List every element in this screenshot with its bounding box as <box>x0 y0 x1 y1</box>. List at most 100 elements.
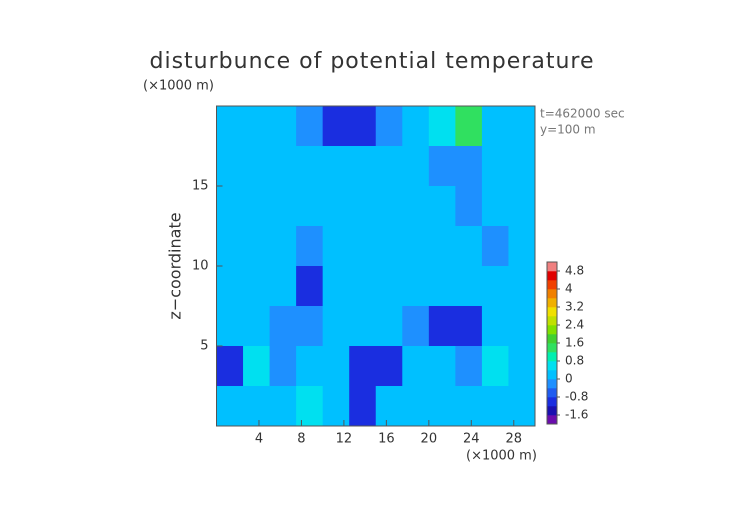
colorbar-segment <box>547 415 557 425</box>
y-label: z−coordinate <box>166 212 185 319</box>
annotation: t=462000 sec <box>540 107 625 121</box>
heat-cell <box>508 186 536 227</box>
heat-cell <box>375 106 403 147</box>
heat-cell <box>375 186 403 227</box>
heat-cell <box>402 306 430 347</box>
heat-cell <box>508 226 536 267</box>
heat-cell <box>428 386 456 427</box>
heat-cell <box>269 306 297 347</box>
heat-cell <box>455 226 483 267</box>
colorbar-segment <box>547 307 557 317</box>
heat-cell <box>375 146 403 187</box>
colorbar-label: 3.2 <box>565 300 584 314</box>
heat-cell <box>455 106 483 147</box>
x-tick-label: 12 <box>336 432 353 447</box>
annotation: y=100 m <box>540 123 596 137</box>
y-tick-label: 5 <box>200 339 208 354</box>
heat-cell <box>349 346 377 387</box>
colorbar-segment <box>547 361 557 371</box>
colorbar-segment <box>547 298 557 308</box>
heat-cell <box>243 146 271 187</box>
heat-cell <box>269 386 297 427</box>
heat-cell <box>322 306 350 347</box>
heat-cell <box>481 146 509 187</box>
heat-cell <box>455 186 483 227</box>
heat-cell <box>375 306 403 347</box>
heat-cell <box>402 346 430 387</box>
colorbar-label: 4.8 <box>565 264 584 278</box>
heat-cell <box>322 386 350 427</box>
colorbar-label: 4 <box>565 282 573 296</box>
heat-cell <box>508 306 536 347</box>
heat-cell <box>216 386 244 427</box>
heat-cell <box>375 346 403 387</box>
colorbar-segment <box>547 316 557 326</box>
heat-cell <box>349 306 377 347</box>
heat-cell <box>243 386 271 427</box>
chart-title: disturbunce of potential temperature <box>150 49 595 74</box>
heat-cell <box>269 266 297 307</box>
heat-cell <box>243 226 271 267</box>
heat-cell <box>349 106 377 147</box>
heat-cell <box>349 266 377 307</box>
heat-cell <box>481 386 509 427</box>
colorbar-segment <box>547 289 557 299</box>
heat-cell <box>296 346 324 387</box>
heat-cell <box>481 106 509 147</box>
y-unit: (×1000 m) <box>143 79 214 94</box>
colorbar-segment <box>547 379 557 389</box>
colorbar-label: 0.8 <box>565 354 584 368</box>
x-unit: (×1000 m) <box>466 449 537 464</box>
colorbar-segment <box>547 406 557 416</box>
heat-cell <box>349 226 377 267</box>
heat-cell <box>481 306 509 347</box>
colorbar-label: -0.8 <box>565 390 588 404</box>
heat-cell <box>269 146 297 187</box>
heat-cell <box>349 186 377 227</box>
heat-cell <box>296 386 324 427</box>
colorbar-label: 1.6 <box>565 336 584 350</box>
heat-cell <box>269 106 297 147</box>
heat-cell <box>243 346 271 387</box>
heat-cell <box>349 386 377 427</box>
heat-cell <box>428 226 456 267</box>
heat-cell <box>243 306 271 347</box>
heat-cell <box>402 186 430 227</box>
heat-cell <box>455 306 483 347</box>
heat-cell <box>375 226 403 267</box>
x-tick-label: 24 <box>463 432 480 447</box>
heat-cell <box>428 346 456 387</box>
x-tick-label: 8 <box>297 432 305 447</box>
heat-cell <box>402 226 430 267</box>
heat-cell <box>216 346 244 387</box>
colorbar-segment <box>547 262 557 272</box>
x-tick-label: 16 <box>378 432 395 447</box>
heat-cell <box>322 266 350 307</box>
heat-cell <box>508 386 536 427</box>
heat-cell <box>296 266 324 307</box>
heat-cell <box>428 266 456 307</box>
colorbar-segment <box>547 352 557 362</box>
colorbar-segment <box>547 388 557 398</box>
colorbar-segment <box>547 370 557 380</box>
heat-cell <box>481 266 509 307</box>
heat-cell <box>508 346 536 387</box>
heat-cell <box>296 186 324 227</box>
heat-cell <box>216 226 244 267</box>
heat-cell <box>455 346 483 387</box>
heat-cell <box>508 106 536 147</box>
heat-cell <box>296 106 324 147</box>
colorbar-segment <box>547 271 557 281</box>
heat-cell <box>481 226 509 267</box>
heat-cell <box>243 106 271 147</box>
heat-cell <box>243 266 271 307</box>
heat-cell <box>455 146 483 187</box>
heat-cell <box>508 266 536 307</box>
heat-cell <box>375 386 403 427</box>
heat-cell <box>508 146 536 187</box>
colorbar-segment <box>547 280 557 290</box>
heat-cell <box>349 146 377 187</box>
heat-cell <box>296 146 324 187</box>
